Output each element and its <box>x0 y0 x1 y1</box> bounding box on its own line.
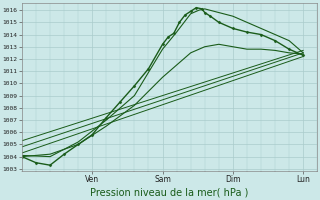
X-axis label: Pression niveau de la mer( hPa ): Pression niveau de la mer( hPa ) <box>90 187 249 197</box>
